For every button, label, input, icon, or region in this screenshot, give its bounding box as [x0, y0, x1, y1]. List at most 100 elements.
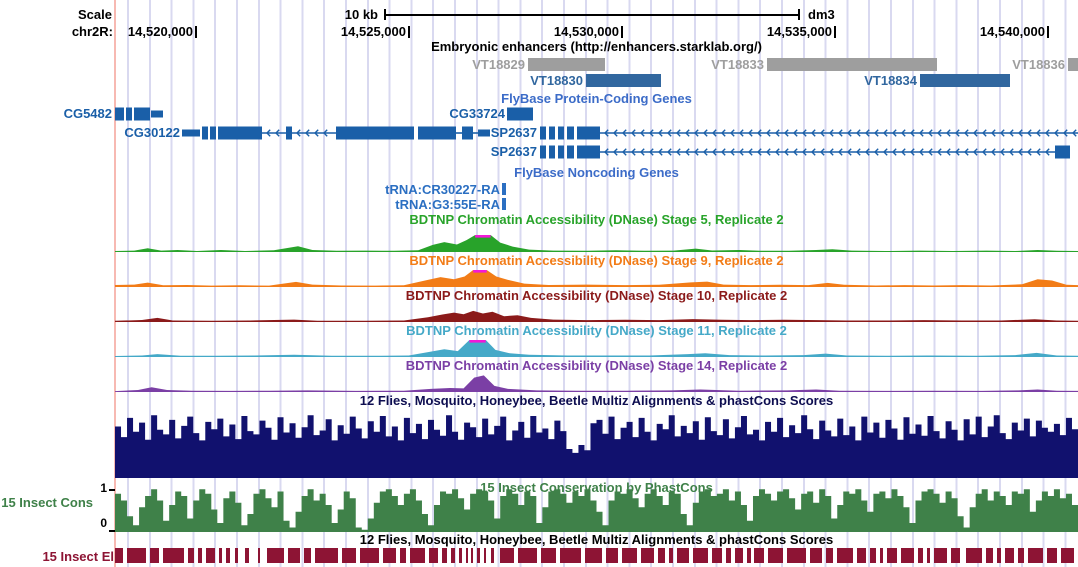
dnase-signal[interactable]: [115, 235, 1078, 252]
conserved-element-box[interactable]: [658, 548, 665, 563]
enhancer-box[interactable]: [1068, 58, 1078, 71]
enhancer-box[interactable]: [767, 58, 937, 71]
conserved-element-box[interactable]: [451, 548, 455, 563]
dnase-track-title[interactable]: BDTNP Chromatin Accessibility (DNase) St…: [405, 288, 788, 303]
phastcons-signal[interactable]: [115, 487, 1078, 532]
conserved-element-box[interactable]: [966, 548, 982, 563]
conserved-element-box[interactable]: [115, 548, 123, 563]
conserved-element-box[interactable]: [540, 548, 556, 563]
phastcons-left-label[interactable]: 15 Insect Cons: [1, 495, 93, 510]
conserved-element-box[interactable]: [668, 548, 674, 563]
conserved-element-box[interactable]: [692, 548, 709, 563]
conserved-element-box[interactable]: [471, 548, 474, 563]
gene-glyph-row[interactable]: [0, 126, 1078, 140]
conserved-element-box[interactable]: [754, 548, 764, 563]
conserved-element-box[interactable]: [188, 548, 194, 563]
conserved-element-box[interactable]: [442, 548, 448, 563]
enhancer-label[interactable]: VT18829: [472, 57, 525, 72]
conserved-element-box[interactable]: [465, 548, 468, 563]
conserved-element-box[interactable]: [500, 548, 514, 563]
dnase-track-title[interactable]: BDTNP Chromatin Accessibility (DNase) St…: [409, 212, 784, 227]
conserved-element-box[interactable]: [483, 548, 486, 563]
conserved-element-box[interactable]: [219, 548, 222, 563]
dnase-signal[interactable]: [115, 340, 1078, 357]
conserved-element-box[interactable]: [677, 548, 689, 563]
conserved-element-box[interactable]: [382, 548, 397, 563]
gene-label[interactable]: CG33724: [449, 106, 505, 121]
conserved-element-box[interactable]: [746, 548, 751, 563]
conserved-element-box[interactable]: [517, 548, 537, 563]
conserved-element-box[interactable]: [126, 548, 146, 563]
conserved-element-box[interactable]: [870, 548, 876, 563]
conserved-element-box[interactable]: [933, 548, 947, 563]
conserved-element-box[interactable]: [225, 548, 231, 563]
gene-label[interactable]: CG5482: [63, 106, 112, 121]
enhancer-label[interactable]: VT18830: [530, 73, 583, 88]
conserved-element-box[interactable]: [342, 548, 356, 563]
conserved-element-box[interactable]: [559, 548, 582, 563]
trna-gene-label[interactable]: tRNA:G3:55E-RA: [395, 197, 500, 212]
conserved-element-box[interactable]: [787, 548, 807, 563]
multiz-track-title-2[interactable]: 12 Flies, Mosquito, Honeybee, Beetle Mul…: [359, 532, 834, 547]
conserved-element-box[interactable]: [315, 548, 339, 563]
conserved-element-box[interactable]: [428, 548, 439, 563]
enhancer-box[interactable]: [528, 58, 605, 71]
conserved-element-box[interactable]: [712, 548, 722, 563]
conserved-element-box[interactable]: [1018, 548, 1025, 563]
conserved-element-box[interactable]: [409, 548, 426, 563]
conserved-element-box[interactable]: [1060, 548, 1075, 563]
conserved-element-box[interactable]: [490, 548, 495, 563]
enhancer-label[interactable]: VT18833: [711, 57, 764, 72]
conserved-element-box[interactable]: [640, 548, 655, 563]
conserved-element-box[interactable]: [918, 548, 923, 563]
conserved-element-box[interactable]: [257, 548, 261, 563]
enhancer-label[interactable]: VT18834: [864, 73, 917, 88]
conserved-element-box[interactable]: [149, 548, 160, 563]
conserved-element-box[interactable]: [197, 548, 202, 563]
dnase-signal[interactable]: [115, 305, 1078, 322]
conserved-element-box[interactable]: [997, 548, 1001, 563]
conserved-element-box[interactable]: [767, 548, 784, 563]
coding-genes-track-title[interactable]: FlyBase Protein-Coding Genes: [501, 91, 692, 106]
conserved-element-box[interactable]: [879, 548, 884, 563]
conserved-element-box[interactable]: [1027, 548, 1044, 563]
trna-gene-box[interactable]: [502, 183, 506, 195]
conserved-element-box[interactable]: [887, 548, 897, 563]
conserved-element-box[interactable]: [810, 548, 822, 563]
conserved-element-box[interactable]: [288, 548, 300, 563]
conserved-element-box[interactable]: [267, 548, 285, 563]
conserved-element-box[interactable]: [985, 548, 994, 563]
conserved-element-box[interactable]: [303, 548, 312, 563]
gene-glyph-row[interactable]: [0, 145, 1078, 159]
conserved-element-box[interactable]: [400, 548, 406, 563]
conserved-element-box[interactable]: [725, 548, 732, 563]
multiz-alignment-signal[interactable]: [115, 412, 1078, 478]
gene-glyph-row[interactable]: [0, 107, 1078, 121]
conserved-element-box[interactable]: [235, 548, 239, 563]
conserved-element-box[interactable]: [458, 548, 462, 563]
conserved-element-box[interactable]: [825, 548, 834, 563]
conserved-element-box[interactable]: [900, 548, 915, 563]
gene-label[interactable]: SP2637: [490, 125, 537, 140]
dnase-track-title[interactable]: BDTNP Chromatin Accessibility (DNase) St…: [409, 253, 784, 268]
conserved-element-box[interactable]: [926, 548, 930, 563]
enhancer-box[interactable]: [586, 74, 661, 87]
conserved-element-box[interactable]: [359, 548, 379, 563]
gene-label[interactable]: CG30122: [124, 125, 180, 140]
conserved-element-box[interactable]: [837, 548, 853, 563]
gene-label[interactable]: SP2637: [490, 144, 537, 159]
conserved-element-box[interactable]: [735, 548, 743, 563]
enhancers-track-title[interactable]: Embryonic enhancers (http://enhancers.st…: [431, 39, 762, 54]
dnase-signal[interactable]: [115, 270, 1078, 287]
dnase-track-title[interactable]: BDTNP Chromatin Accessibility (DNase) St…: [405, 358, 788, 373]
conserved-element-box[interactable]: [477, 548, 480, 563]
conserved-element-box[interactable]: [245, 548, 249, 563]
multiz-track-title[interactable]: 12 Flies, Mosquito, Honeybee, Beetle Mul…: [359, 393, 834, 408]
noncoding-genes-track-title[interactable]: FlyBase Noncoding Genes: [514, 165, 679, 180]
trna-gene-label[interactable]: tRNA:CR30227-RA: [385, 182, 500, 197]
conserved-element-box[interactable]: [163, 548, 185, 563]
dnase-track-title[interactable]: BDTNP Chromatin Accessibility (DNase) St…: [406, 323, 787, 338]
conserved-element-box[interactable]: [1047, 548, 1057, 563]
trna-gene-box[interactable]: [502, 198, 506, 210]
